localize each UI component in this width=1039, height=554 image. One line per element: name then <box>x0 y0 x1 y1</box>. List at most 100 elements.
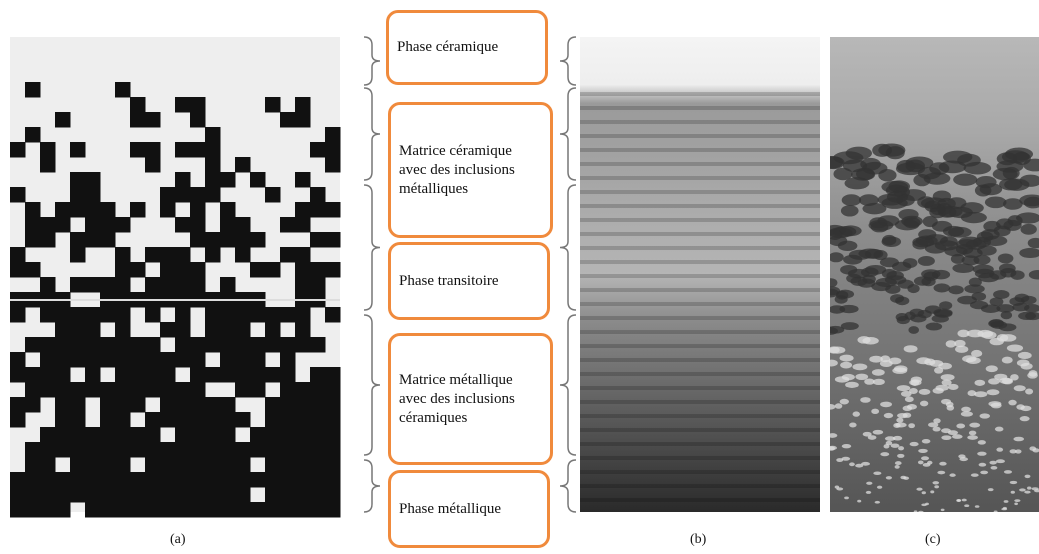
inclusion <box>994 426 1004 432</box>
inclusion <box>897 453 905 458</box>
cell <box>265 307 281 323</box>
cell <box>55 217 71 233</box>
cell <box>295 262 311 278</box>
inclusion <box>834 485 840 489</box>
inclusion <box>979 413 991 419</box>
cell <box>100 202 116 218</box>
cell <box>85 457 101 473</box>
cell <box>40 232 56 248</box>
cell <box>115 382 131 398</box>
inclusion <box>857 499 862 503</box>
cell <box>295 277 311 293</box>
inclusion <box>996 304 1015 313</box>
cell <box>145 307 161 323</box>
inclusion <box>918 388 931 395</box>
inclusion <box>841 373 855 381</box>
inclusion <box>967 390 977 397</box>
cell <box>85 502 101 518</box>
inclusion <box>958 236 982 248</box>
cell <box>235 412 251 428</box>
cell <box>205 487 221 503</box>
inclusion <box>874 500 881 504</box>
cell <box>205 472 221 488</box>
cell <box>100 412 116 428</box>
cell <box>220 352 236 368</box>
inclusion <box>941 398 952 405</box>
cell <box>85 337 101 353</box>
cell <box>220 502 236 518</box>
cell <box>220 442 236 458</box>
cell <box>325 262 341 278</box>
cell <box>310 187 326 203</box>
cell <box>295 427 311 443</box>
cell <box>145 472 161 488</box>
cell <box>145 487 161 503</box>
inclusion <box>855 373 869 381</box>
cell <box>325 412 341 428</box>
inclusion <box>996 218 1014 230</box>
caption: (a) <box>170 532 186 547</box>
cell <box>40 217 56 233</box>
label-box: Phase transitoire <box>388 242 550 320</box>
inclusion <box>1027 372 1038 379</box>
inclusion <box>999 178 1023 191</box>
label-box: Phase céramique <box>386 10 548 85</box>
cell <box>250 232 266 248</box>
inclusion <box>993 510 998 512</box>
inclusion <box>902 412 912 418</box>
inclusion <box>940 374 955 381</box>
cell <box>325 307 341 323</box>
cell <box>115 262 131 278</box>
inclusion <box>996 334 1009 342</box>
cell <box>175 322 191 338</box>
inclusion <box>921 269 941 279</box>
cell <box>325 427 341 443</box>
cell <box>205 367 221 383</box>
inclusion <box>901 215 923 227</box>
cell <box>115 307 131 323</box>
inclusion <box>830 346 846 354</box>
inclusion <box>986 389 1000 396</box>
cell <box>220 412 236 428</box>
panel-a-pattern <box>10 82 341 518</box>
cell <box>85 472 101 488</box>
inclusion <box>964 504 970 507</box>
inclusion <box>908 423 915 429</box>
cell <box>130 97 146 113</box>
cell <box>280 307 296 323</box>
cell <box>130 367 146 383</box>
cell <box>205 172 221 188</box>
cell <box>160 457 176 473</box>
inclusion <box>830 359 838 367</box>
inclusion <box>1013 436 1025 442</box>
cell <box>55 487 71 503</box>
inclusion <box>971 292 987 301</box>
cell <box>25 502 41 518</box>
cell <box>190 112 206 128</box>
cell <box>145 277 161 293</box>
cell <box>130 337 146 353</box>
inclusion <box>917 256 935 266</box>
brace <box>363 314 381 456</box>
cell <box>25 202 41 218</box>
cell <box>100 232 116 248</box>
inclusion <box>839 225 862 237</box>
cell <box>220 457 236 473</box>
inclusion <box>930 490 935 494</box>
inclusion <box>858 248 882 259</box>
cell <box>130 502 146 518</box>
inclusion <box>1008 399 1017 406</box>
inclusion <box>862 431 872 437</box>
inclusion <box>957 329 970 338</box>
cell <box>100 487 116 503</box>
cell <box>325 157 341 173</box>
cell <box>235 502 251 518</box>
cell <box>100 337 116 353</box>
inclusion <box>836 289 855 299</box>
inclusion <box>1028 270 1039 280</box>
cell <box>280 217 296 233</box>
cell <box>130 142 146 158</box>
inclusion <box>1024 474 1031 479</box>
inclusion <box>865 490 872 494</box>
